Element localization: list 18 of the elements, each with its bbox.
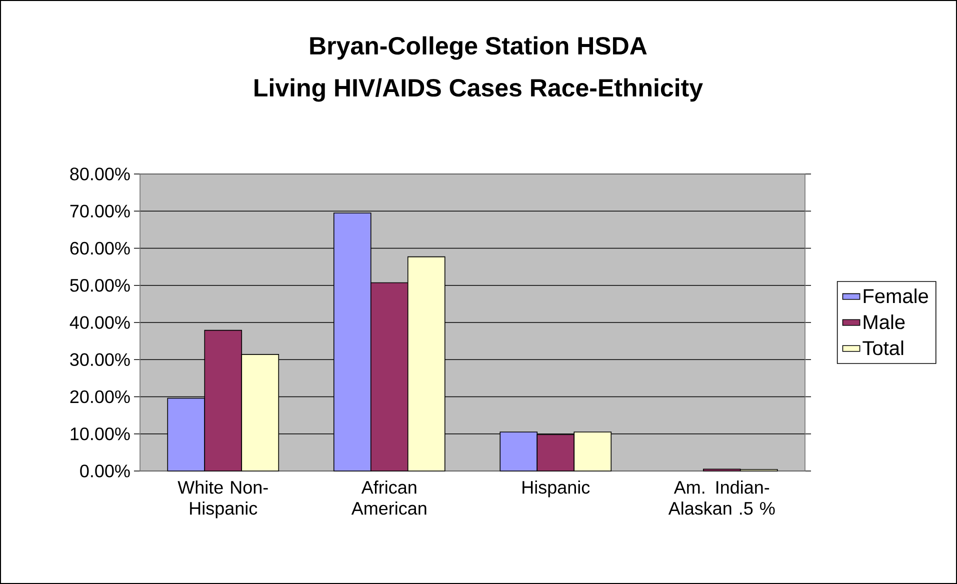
y-tick-label: 0.00% [80,464,130,478]
x-tick-label: White Non-Hispanic [178,480,268,518]
y-tick-label: 20.00% [70,390,130,404]
y-tick-label: 70.00% [70,204,130,218]
legend-label: Total [862,340,904,356]
x-tick-label: Hispanic [522,480,590,498]
legend-label: Female [864,288,928,304]
x-tick-label: African American [351,480,426,515]
y-tick-label: 50.00% [70,278,130,292]
y-tick-label: 80.00% [70,168,130,180]
y-tick-label: 40.00% [70,316,130,329]
y-tick-label: 30.00% [70,353,130,366]
chart-title: Bryan-College Station HSDA [310,36,647,60]
y-tick-label: 10.00% [70,427,130,440]
chart-subtitle: Living HIV/AIDS Cases Race-Ethnicity [254,78,703,102]
y-tick-label: 60.00% [70,242,130,255]
x-tick-label: Am. Indian-Alaskan .5 % [668,480,775,515]
legend-label: Male [864,314,905,330]
